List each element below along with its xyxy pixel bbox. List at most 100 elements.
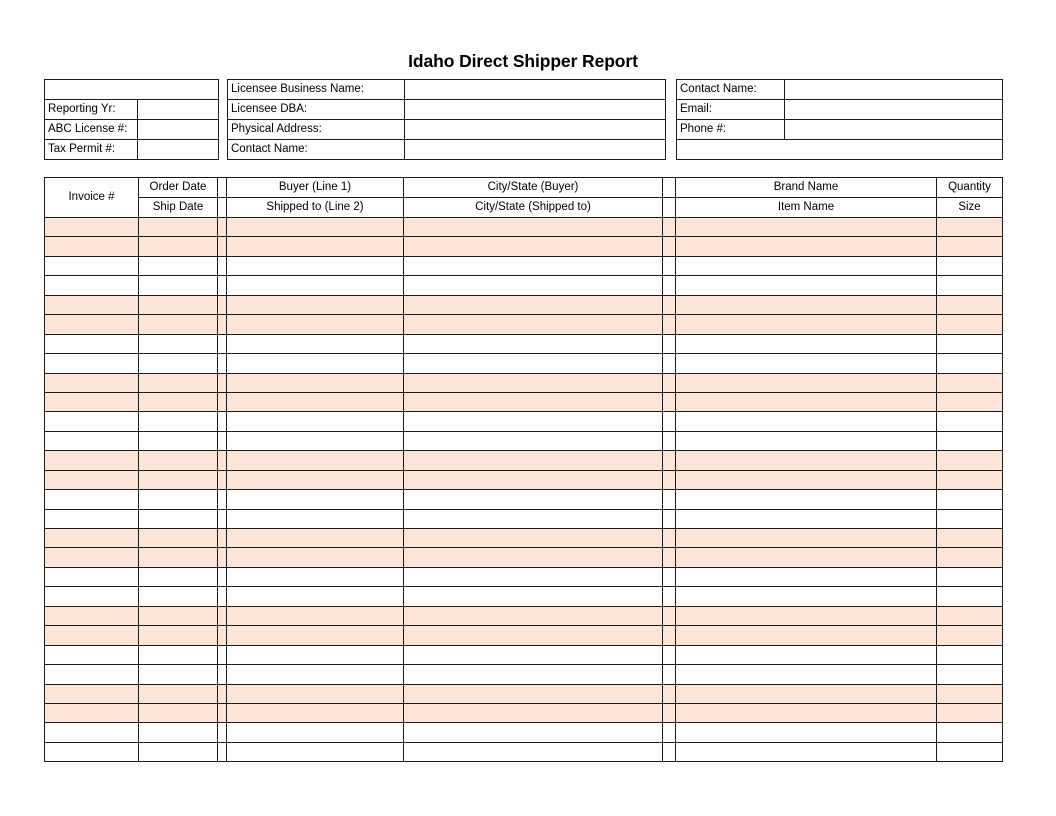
table-cell-buyer[interactable] <box>226 236 404 257</box>
table-cell-brand[interactable] <box>675 216 937 238</box>
table-cell-city[interactable] <box>403 275 663 296</box>
table-cell-invoice[interactable] <box>44 255 139 277</box>
left-block-value-field[interactable] <box>137 139 219 160</box>
table-cell-buyer[interactable] <box>226 566 404 588</box>
table-cell-date[interactable] <box>138 216 218 238</box>
table-cell-date[interactable] <box>138 372 218 393</box>
table-cell-quantity[interactable] <box>936 625 1003 646</box>
table-cell-date[interactable] <box>138 294 218 316</box>
table-cell-date[interactable] <box>138 314 218 335</box>
table-cell-city[interactable] <box>403 236 663 257</box>
table-cell-quantity[interactable] <box>936 722 1003 743</box>
table-cell-brand[interactable] <box>675 683 937 704</box>
right-block-value-field[interactable] <box>784 99 1003 120</box>
table-cell-city[interactable] <box>403 469 663 491</box>
table-cell-buyer[interactable] <box>226 702 404 724</box>
table-cell-invoice[interactable] <box>44 508 139 530</box>
table-cell-city[interactable] <box>403 216 663 238</box>
table-cell-quantity[interactable] <box>936 216 1003 238</box>
table-cell-buyer[interactable] <box>226 741 404 763</box>
middle-block-value-field[interactable] <box>404 139 666 160</box>
table-cell-city[interactable] <box>403 702 663 724</box>
table-cell-city[interactable] <box>403 489 663 510</box>
middle-block-value-field[interactable] <box>404 99 666 120</box>
table-cell-date[interactable] <box>138 391 218 413</box>
table-cell-quantity[interactable] <box>936 275 1003 296</box>
table-cell-buyer[interactable] <box>226 353 404 374</box>
table-cell-invoice[interactable] <box>44 275 139 296</box>
table-cell-quantity[interactable] <box>936 391 1003 413</box>
table-cell-invoice[interactable] <box>44 353 139 374</box>
table-cell-quantity[interactable] <box>936 430 1003 452</box>
left-block-value-field[interactable] <box>137 99 219 120</box>
right-block-value-field[interactable] <box>784 119 1003 140</box>
table-cell-brand[interactable] <box>675 702 937 724</box>
table-cell-quantity[interactable] <box>936 683 1003 704</box>
table-cell-brand[interactable] <box>675 605 937 627</box>
middle-block-value-field[interactable] <box>404 79 666 100</box>
table-cell-brand[interactable] <box>675 625 937 646</box>
table-cell-buyer[interactable] <box>226 275 404 296</box>
table-cell-invoice[interactable] <box>44 527 139 549</box>
table-cell-date[interactable] <box>138 236 218 257</box>
table-cell-invoice[interactable] <box>44 644 139 666</box>
table-cell-date[interactable] <box>138 664 218 685</box>
table-cell-invoice[interactable] <box>44 333 139 355</box>
table-cell-quantity[interactable] <box>936 702 1003 724</box>
table-cell-quantity[interactable] <box>936 372 1003 393</box>
table-cell-city[interactable] <box>403 644 663 666</box>
table-cell-city[interactable] <box>403 547 663 568</box>
table-cell-date[interactable] <box>138 566 218 588</box>
table-cell-date[interactable] <box>138 625 218 646</box>
table-cell-quantity[interactable] <box>936 586 1003 607</box>
table-cell-brand[interactable] <box>675 489 937 510</box>
table-cell-invoice[interactable] <box>44 216 139 238</box>
table-cell-buyer[interactable] <box>226 372 404 393</box>
table-cell-quantity[interactable] <box>936 644 1003 666</box>
middle-block-value-field[interactable] <box>404 119 666 140</box>
table-cell-brand[interactable] <box>675 372 937 393</box>
table-cell-city[interactable] <box>403 255 663 277</box>
table-cell-city[interactable] <box>403 411 663 432</box>
table-cell-quantity[interactable] <box>936 566 1003 588</box>
table-cell-buyer[interactable] <box>226 314 404 335</box>
table-cell-invoice[interactable] <box>44 741 139 763</box>
table-cell-date[interactable] <box>138 547 218 568</box>
table-cell-brand[interactable] <box>675 411 937 432</box>
table-cell-date[interactable] <box>138 255 218 277</box>
table-cell-city[interactable] <box>403 430 663 452</box>
table-cell-brand[interactable] <box>675 236 937 257</box>
table-cell-date[interactable] <box>138 411 218 432</box>
table-cell-invoice[interactable] <box>44 391 139 413</box>
table-cell-quantity[interactable] <box>936 469 1003 491</box>
table-cell-date[interactable] <box>138 508 218 530</box>
table-cell-invoice[interactable] <box>44 430 139 452</box>
table-cell-brand[interactable] <box>675 430 937 452</box>
table-cell-city[interactable] <box>403 508 663 530</box>
table-cell-invoice[interactable] <box>44 294 139 316</box>
table-cell-buyer[interactable] <box>226 294 404 316</box>
table-cell-buyer[interactable] <box>226 586 404 607</box>
table-cell-quantity[interactable] <box>936 527 1003 549</box>
table-cell-date[interactable] <box>138 469 218 491</box>
table-cell-date[interactable] <box>138 489 218 510</box>
table-cell-date[interactable] <box>138 683 218 704</box>
table-cell-invoice[interactable] <box>44 683 139 704</box>
left-block-value-field[interactable] <box>137 119 219 140</box>
table-cell-brand[interactable] <box>675 450 937 471</box>
table-cell-brand[interactable] <box>675 722 937 743</box>
table-cell-quantity[interactable] <box>936 508 1003 530</box>
table-cell-city[interactable] <box>403 391 663 413</box>
table-cell-invoice[interactable] <box>44 566 139 588</box>
table-cell-brand[interactable] <box>675 294 937 316</box>
table-cell-city[interactable] <box>403 741 663 763</box>
table-cell-quantity[interactable] <box>936 450 1003 471</box>
table-cell-city[interactable] <box>403 333 663 355</box>
table-cell-date[interactable] <box>138 275 218 296</box>
table-cell-quantity[interactable] <box>936 255 1003 277</box>
table-cell-brand[interactable] <box>675 275 937 296</box>
table-cell-city[interactable] <box>403 450 663 471</box>
table-cell-city[interactable] <box>403 625 663 646</box>
table-cell-buyer[interactable] <box>226 216 404 238</box>
table-cell-quantity[interactable] <box>936 294 1003 316</box>
